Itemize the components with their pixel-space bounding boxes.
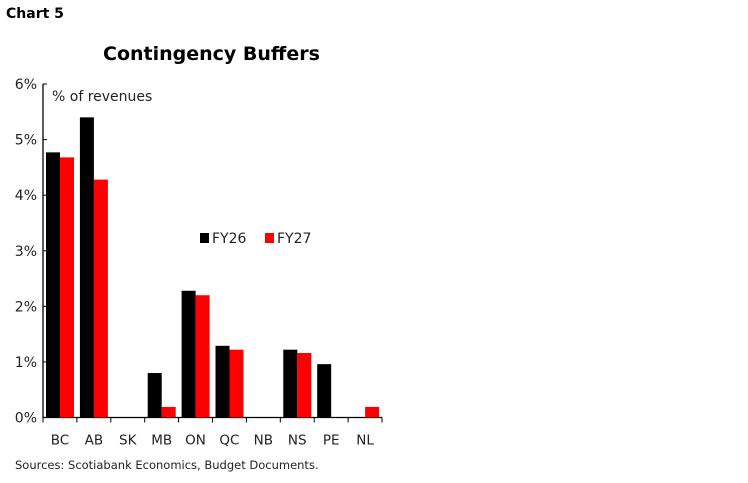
x-tick-label: PE	[323, 433, 340, 449]
y-tick-label: 5%	[15, 133, 37, 149]
y-axis-label: % of revenues	[52, 89, 152, 105]
x-tick-label: ON	[185, 433, 206, 449]
bar-fy26-on	[181, 290, 196, 418]
bar-fy26-pe	[317, 364, 332, 418]
legend-swatch-fy27	[265, 233, 274, 243]
x-tick-label: NB	[254, 433, 273, 449]
bar-fy27-nl	[365, 406, 380, 418]
x-tick-label: NS	[288, 433, 307, 449]
x-tick-label: SK	[119, 433, 138, 449]
source-note: Sources: Scotiabank Economics, Budget Do…	[15, 458, 319, 472]
bar-fy27-ab	[93, 179, 108, 418]
bar-fy27-qc	[229, 349, 244, 418]
chart-number: Chart 5	[6, 6, 64, 22]
y-tick-label: 4%	[15, 188, 37, 204]
x-tick-label: MB	[151, 433, 172, 449]
x-tick-label: NL	[356, 433, 374, 449]
bar-fy26-bc	[46, 152, 60, 418]
x-tick-label: AB	[85, 433, 104, 449]
bar-fy26-qc	[215, 345, 230, 418]
x-tick-label: BC	[51, 433, 69, 449]
bar-fy27-mb	[161, 406, 176, 418]
bar-fy27-bc	[60, 157, 74, 418]
bar-fy26-ab	[79, 117, 94, 418]
legend-label-fy27: FY27	[277, 231, 311, 247]
legend-swatch-fy26	[200, 233, 209, 243]
bar-fy27-ns	[297, 353, 312, 418]
y-tick-label: 3%	[15, 244, 37, 260]
y-tick-label: 2%	[15, 299, 37, 315]
x-tick-label: QC	[219, 433, 239, 449]
bar-fy27-on	[195, 295, 210, 418]
bar-fy26-ns	[283, 349, 298, 418]
y-tick-label: 6%	[15, 77, 37, 93]
chart-title: Contingency Buffers	[103, 43, 320, 65]
y-tick-label: 1%	[15, 355, 37, 371]
bar-fy26-mb	[147, 373, 162, 418]
legend-label-fy26: FY26	[212, 231, 247, 247]
y-tick-label: 0%	[15, 411, 37, 427]
